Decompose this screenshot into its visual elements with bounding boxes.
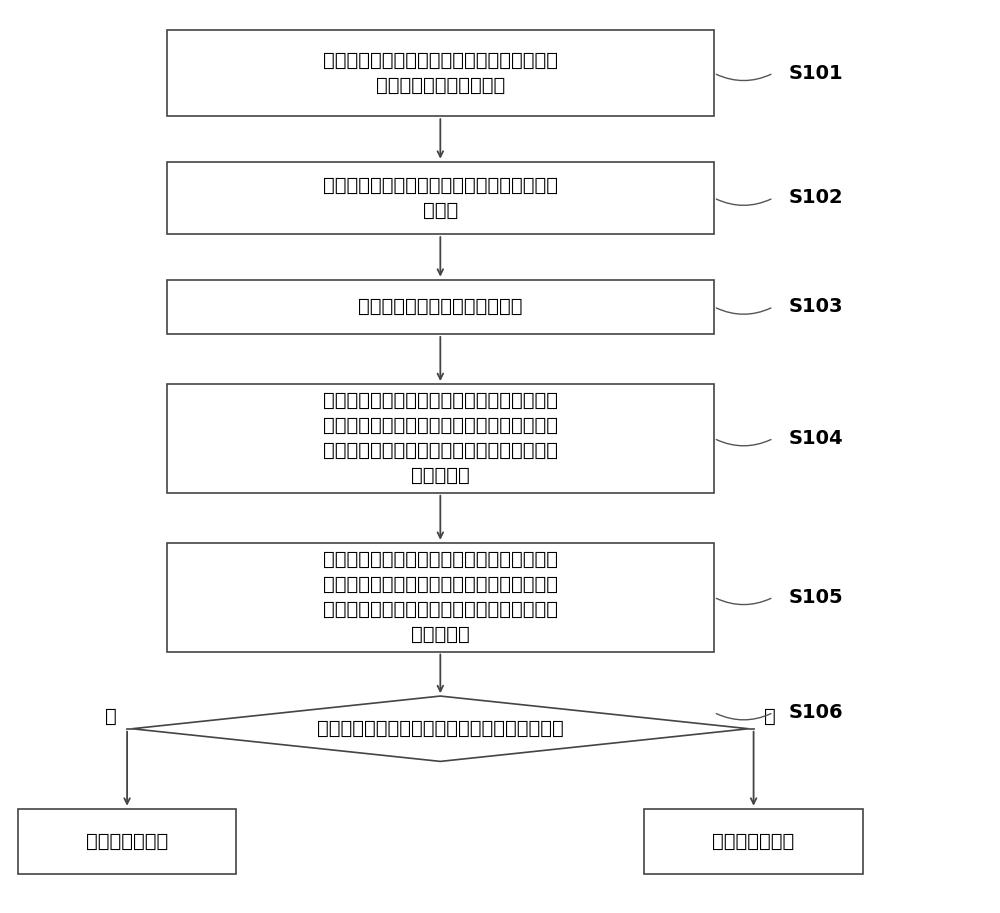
Text: S104: S104 — [788, 429, 843, 448]
Bar — [167, 542, 714, 652]
Text: S101: S101 — [788, 64, 843, 82]
Text: 将所述当前振动频响矩阵归一化: 将所述当前振动频响矩阵归一化 — [358, 298, 523, 316]
Text: S103: S103 — [788, 298, 843, 316]
Polygon shape — [132, 696, 749, 761]
Text: 是: 是 — [105, 708, 117, 727]
Text: 根据所述当前振动频响曲线，获取当前振动频
响矩阵: 根据所述当前振动频响曲线，获取当前振动频 响矩阵 — [323, 176, 558, 220]
Text: S106: S106 — [788, 703, 843, 722]
Text: 否: 否 — [764, 708, 775, 727]
Text: 根据归一化后的所述当前振动频响矩阵和所述
历史频响基矩阵，计算统计量；根据所述统计
量，计算获得所述统计量的元素平均值和统计
量的上限值: 根据归一化后的所述当前振动频响矩阵和所述 历史频响基矩阵，计算统计量；根据所述统… — [323, 551, 558, 645]
Bar — [18, 809, 236, 874]
Bar — [167, 30, 714, 116]
Text: 对变压器绕组进行扫频激振试验，获取变压器
绕组的当前振动频响曲线: 对变压器绕组进行扫频激振试验，获取变压器 绕组的当前振动频响曲线 — [323, 51, 558, 95]
Bar — [167, 279, 714, 334]
Text: S102: S102 — [788, 188, 843, 207]
Bar — [644, 809, 863, 874]
Text: 变压器绕组异常: 变压器绕组异常 — [86, 832, 168, 851]
Text: S105: S105 — [788, 588, 843, 606]
Bar — [167, 162, 714, 234]
Text: 变压器绕组正常: 变压器绕组正常 — [712, 832, 795, 851]
Bar — [167, 383, 714, 493]
Text: 判断所述元素平均值是否大于或等于所述上限值: 判断所述元素平均值是否大于或等于所述上限值 — [317, 719, 564, 739]
Text: 根据历史变压器绕组振动频响曲线，获得历史
振动频响曲线的归一化历史振动频响矩阵，并
将所述归一化历史振动频响矩阵分解获得历史
频响基矩阵: 根据历史变压器绕组振动频响曲线，获得历史 振动频响曲线的归一化历史振动频响矩阵，… — [323, 392, 558, 486]
